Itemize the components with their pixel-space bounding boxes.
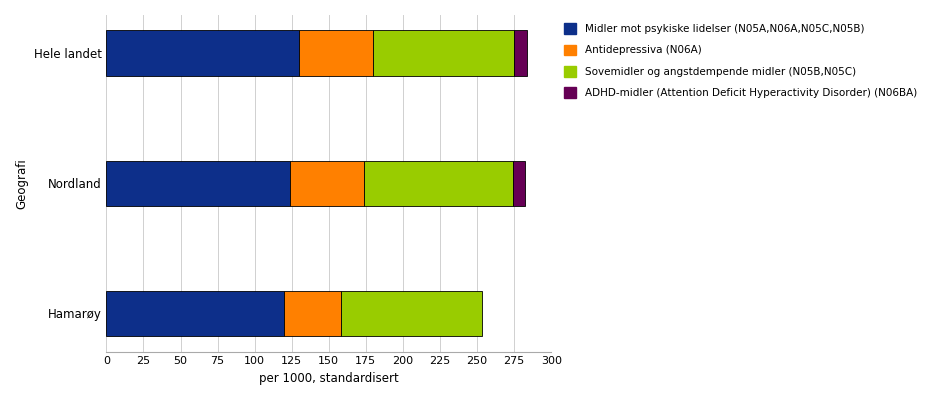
Y-axis label: Geografi: Geografi bbox=[15, 158, 28, 209]
Legend: Midler mot psykiske lidelser (N05A,N06A,N05C,N05B), Antidepressiva (N06A), Sovem: Midler mot psykiske lidelser (N05A,N06A,… bbox=[561, 20, 920, 101]
Bar bbox=[364, 160, 513, 206]
Bar bbox=[106, 160, 290, 206]
Bar bbox=[290, 160, 364, 206]
Bar bbox=[514, 30, 527, 76]
X-axis label: per 1000, standardisert: per 1000, standardisert bbox=[259, 372, 399, 385]
Bar bbox=[299, 30, 373, 76]
Bar bbox=[373, 30, 514, 76]
Bar bbox=[284, 291, 340, 336]
Bar bbox=[513, 160, 524, 206]
Bar bbox=[340, 291, 481, 336]
Bar bbox=[106, 30, 299, 76]
Bar bbox=[106, 291, 284, 336]
